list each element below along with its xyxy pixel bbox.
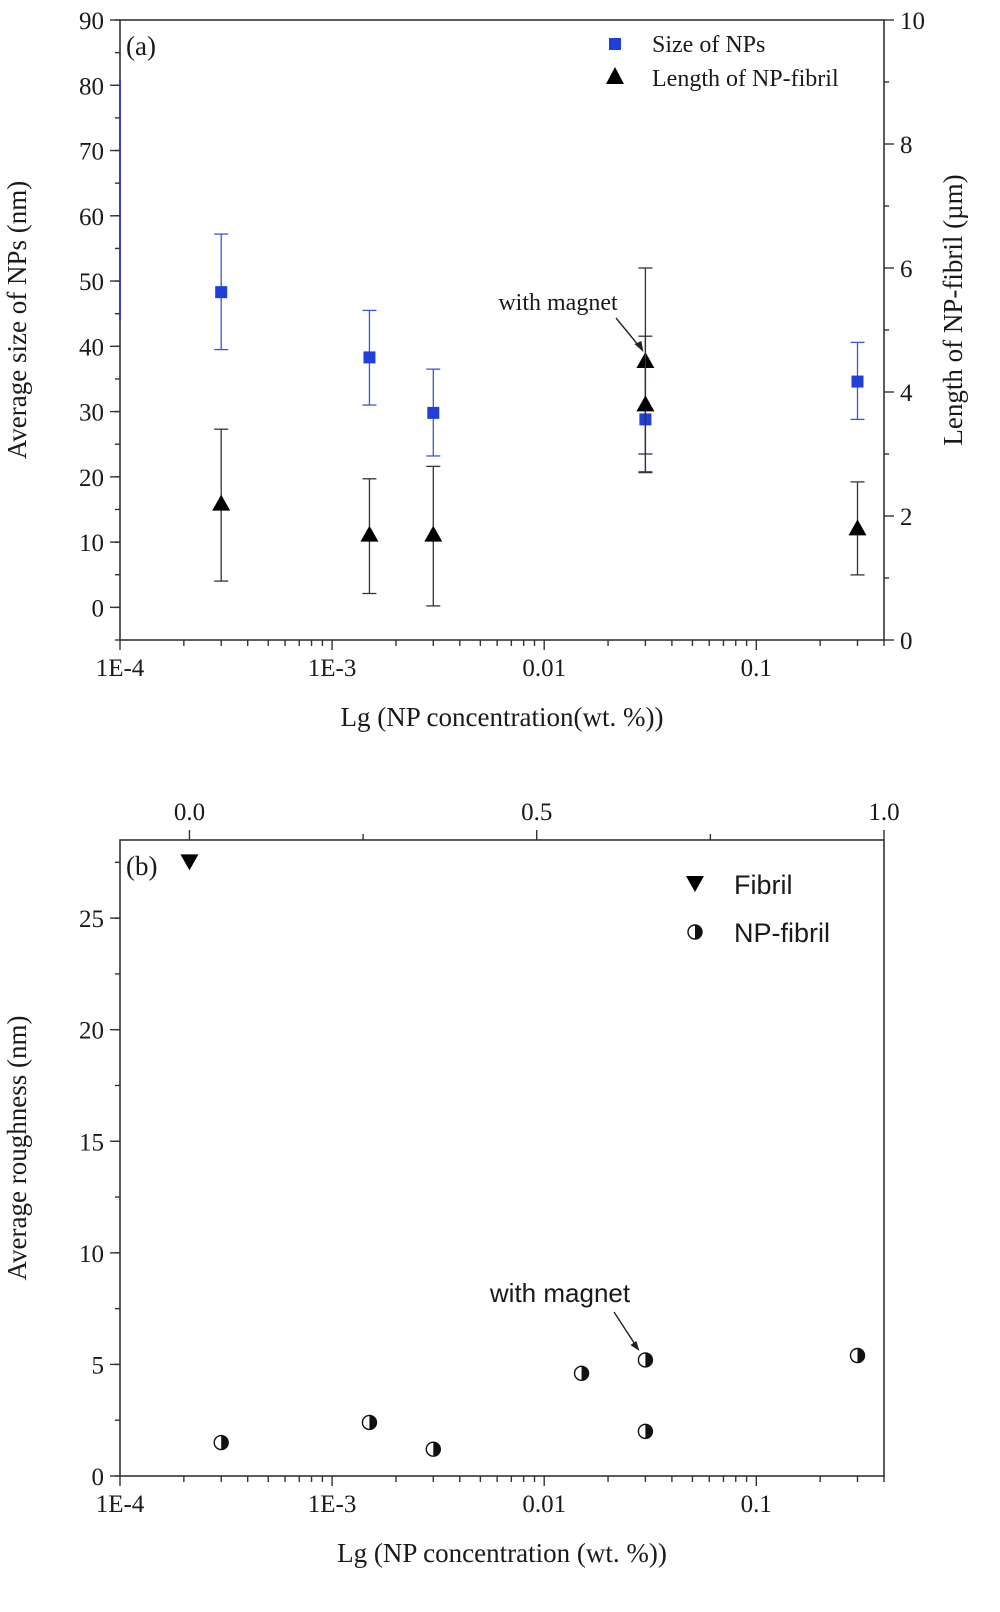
panel-a-legend-label: Length of NP-fibril	[652, 66, 839, 92]
panel-a-y-axis-left	[110, 20, 120, 640]
panel-b-x-top-axis	[189, 830, 884, 840]
panel-b-x-top-tick-label: 0.5	[521, 799, 552, 826]
panel-a-y-tick-label: 70	[79, 139, 104, 166]
panel-a-marker-square	[215, 286, 227, 298]
panel-b-x-tick-label: 0.1	[741, 1491, 772, 1518]
panel-a-y-right-tick-label: 4	[900, 380, 913, 407]
panel-a-x-tick-label: 0.1	[741, 655, 772, 682]
panel-a-marker-triangle	[212, 495, 230, 511]
panel-b-y-tick-label: 0	[92, 1464, 105, 1491]
panel-a-legend-square-icon	[609, 38, 621, 50]
half-circle-fill	[645, 1353, 652, 1367]
panel-b-x-top-tick-label: 0.0	[174, 799, 205, 826]
panel-a-y-right-tick-label: 6	[900, 256, 913, 283]
panel-b-annotation-arrowhead	[630, 1341, 639, 1351]
panel-a-y-tick-label: 20	[79, 465, 104, 492]
panel-a-y-left-title: Average size of NPs (nm)	[2, 181, 32, 459]
panel-a-y-tick-label: 0	[92, 595, 105, 622]
panel-a-marker-square	[363, 351, 375, 363]
panel-a-marker-triangle	[849, 519, 867, 535]
panel-a-x-tick-label: 1E-3	[308, 655, 357, 682]
half-circle-fill	[858, 1348, 865, 1362]
panel-a-point-triangle-up	[849, 482, 867, 575]
panel-b-y-tick-label: 5	[92, 1352, 105, 1379]
panel-b-y-axis-left	[110, 862, 120, 1476]
panel-b-legend-triangle-down-icon	[686, 876, 704, 892]
panel-a-marker-triangle	[424, 526, 442, 542]
panel-b-y-tick-label: 20	[79, 1018, 104, 1045]
panel-b-x-axis	[120, 1476, 884, 1486]
panel-b-y-tick-label: 25	[79, 906, 104, 933]
panel-a-point-triangle-up	[424, 466, 442, 606]
panel-b-x-title: Lg (NP concentration (wt. %))	[337, 1538, 667, 1568]
panel-a-legend-label: Size of NPs	[652, 32, 765, 58]
panel-a-point-square	[426, 369, 440, 456]
panel-b-y-title: Average roughness (nm)	[2, 1016, 32, 1281]
half-circle-fill	[582, 1366, 589, 1380]
panel-b-x-tick-label: 0.01	[522, 1491, 566, 1518]
panel-a-y-tick-label: 50	[79, 269, 104, 296]
panel-b-x-tick-label: 1E-3	[308, 1491, 357, 1518]
panel-b-marker-half-circle	[214, 1436, 228, 1450]
panel-b-marker-half-circle	[575, 1366, 589, 1380]
panel-b-marker-half-circle	[426, 1442, 440, 1456]
half-circle-fill	[645, 1424, 652, 1438]
panel-a-point-triangle-up	[360, 479, 378, 594]
panel-b-legend-half-circle-icon	[688, 925, 702, 939]
panel-a-marker-square	[427, 407, 439, 419]
panel-a-y-tick-label: 10	[79, 530, 104, 557]
panel-a-y-tick-label: 60	[79, 204, 104, 231]
panel-a-x-title: Lg (NP concentration(wt. %))	[341, 702, 664, 732]
panel-b-label: (b)	[126, 851, 157, 881]
panel-a-point-square	[362, 310, 376, 405]
panel-a-point-triangle-up	[636, 336, 654, 472]
panel-a-y-tick-label: 90	[79, 8, 104, 35]
panel-b-annotation-arrow	[614, 1312, 637, 1348]
panel-a-y-right-title: Length of NP-fibril (µm)	[938, 174, 968, 445]
panel-a-marker-triangle	[636, 395, 654, 411]
panel-b-x-top-tick-label: 1.0	[868, 799, 899, 826]
panel-a-marker-square	[852, 376, 864, 388]
panel-a-x-axis	[120, 640, 884, 650]
panel-a-point-square	[214, 234, 228, 350]
panel-a-point-square	[851, 342, 865, 419]
panel-b-x-tick-label: 1E-4	[96, 1491, 145, 1518]
panel-a-annotation: with magnet	[498, 290, 618, 316]
panel-a-y-tick-label: 80	[79, 73, 104, 100]
half-circle-fill	[695, 925, 702, 939]
panel-b-y-tick-label: 10	[79, 1241, 104, 1268]
half-circle-fill	[221, 1436, 228, 1450]
panel-a-y-axis-right	[884, 20, 894, 640]
panel-a-x-tick-label: 0.01	[522, 655, 566, 682]
panel-a-x-tick-label: 1E-4	[96, 655, 145, 682]
panel-b-y-tick-label: 15	[79, 1129, 104, 1156]
panel-a-y-right-tick-label: 10	[900, 8, 925, 35]
panel-b-legend-label: Fibril	[734, 870, 793, 900]
panel-b-marker-half-circle	[851, 1348, 865, 1362]
panel-a-y-right-tick-label: 8	[900, 132, 913, 159]
panel-b-marker-half-circle	[638, 1424, 652, 1438]
panel-b-marker-half-circle	[638, 1353, 652, 1367]
half-circle-fill	[433, 1442, 440, 1456]
panel-b-legend-label: NP-fibril	[734, 918, 830, 948]
panel-a-y-tick-label: 40	[79, 334, 104, 361]
panel-a-point-triangle-up	[212, 429, 230, 581]
panel-a-frame	[120, 20, 884, 640]
panel-a-y-right-tick-label: 0	[900, 628, 913, 655]
panel-a-label: (a)	[126, 31, 156, 61]
panel-b-annotation: with magnet	[489, 1278, 631, 1308]
panel-b-marker-triangle-down	[180, 854, 198, 870]
panel-a-legend-triangle-icon	[606, 67, 624, 84]
panel-b-marker-half-circle	[362, 1415, 376, 1429]
panel-a-y-right-tick-label: 2	[900, 504, 913, 531]
half-circle-fill	[369, 1415, 376, 1429]
panel-a-y-tick-label: 30	[79, 400, 104, 427]
panel-a-marker-triangle	[360, 526, 378, 542]
